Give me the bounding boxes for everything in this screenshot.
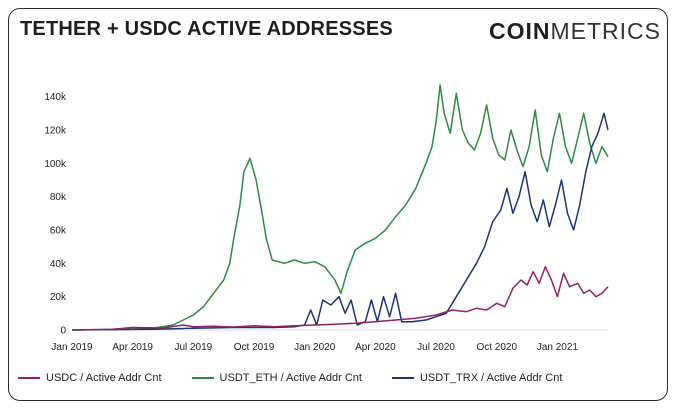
y-axis: 0 20k 40k 60k 80k 100k 120k 140k xyxy=(44,92,67,336)
series-line-0 xyxy=(71,265,609,331)
y-tick-label: 80k xyxy=(50,192,67,203)
x-tick-label: Apr 2020 xyxy=(355,342,396,353)
legend-item: USDT_TRX / Active Addr Cnt xyxy=(391,372,563,384)
logo-light-text: METRICS xyxy=(550,18,661,44)
y-tick-label: 20k xyxy=(50,292,67,303)
series-line-2 xyxy=(71,112,609,331)
legend-swatch xyxy=(391,377,414,379)
x-tick-label: Jul 2020 xyxy=(417,342,455,353)
x-tick-label: Jul 2019 xyxy=(174,342,212,353)
series-line-1 xyxy=(71,84,609,331)
x-tick-label: Jan 2019 xyxy=(51,342,93,353)
x-tick-label: Apr 2019 xyxy=(112,342,153,353)
y-tick-label: 40k xyxy=(50,259,67,270)
y-tick-label: 0 xyxy=(60,326,66,337)
x-axis: Jan 2019 Apr 2019 Jul 2019 Oct 2019 Jan 2020… xyxy=(51,342,578,353)
y-tick-label: 140k xyxy=(44,92,67,103)
series-lines xyxy=(71,84,609,331)
y-tick-label: 100k xyxy=(44,159,67,170)
x-tick-label: Jan 2020 xyxy=(294,342,336,353)
chart-card xyxy=(8,8,668,401)
chart-title: TETHER + USDC ACTIVE ADDRESSES xyxy=(20,18,393,40)
legend-swatch xyxy=(191,377,214,379)
x-tick-label: Oct 2020 xyxy=(476,342,517,353)
y-tick-label: 120k xyxy=(44,126,67,137)
legend-label: USDT_ETH / Active Addr Cnt xyxy=(219,372,362,384)
legend-item: USDT_ETH / Active Addr Cnt xyxy=(191,372,362,384)
legend-swatch xyxy=(18,377,40,379)
legend-item: USDC / Active Addr Cnt xyxy=(18,372,162,384)
logo-bold-text: COIN xyxy=(489,18,551,44)
legend: USDC / Active Addr Cnt USDT_ETH / Active … xyxy=(18,372,562,384)
legend-label: USDC / Active Addr Cnt xyxy=(46,372,162,384)
legend-label: USDT_TRX / Active Addr Cnt xyxy=(419,372,563,384)
x-tick-label: Oct 2019 xyxy=(234,342,275,353)
y-tick-label: 60k xyxy=(50,226,67,237)
x-tick-label: Jan 2021 xyxy=(537,342,579,353)
coinmetrics-logo: COINMETRICS xyxy=(489,18,661,45)
